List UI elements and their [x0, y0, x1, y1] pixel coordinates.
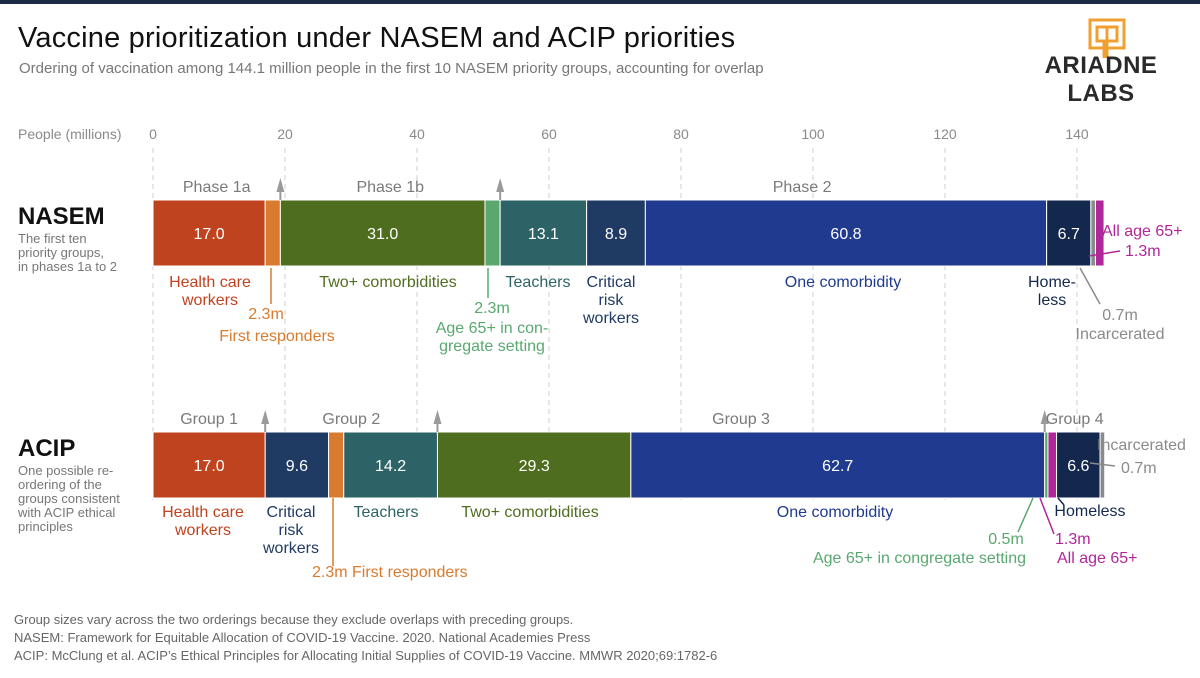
annotation-all-age65: All age 65+: [1102, 223, 1183, 240]
annotation-one-comorbidity: One comorbidity: [785, 274, 902, 291]
x-tick-label: 40: [409, 126, 425, 142]
annotation-first-responders: 2.3m First responders: [312, 564, 468, 581]
annotation-two-comorbidities: Two+ comorbidities: [319, 274, 456, 291]
bar-value-label: 14.2: [375, 458, 406, 475]
annotation-critical-risk-workers: Critical risk workers: [262, 504, 319, 557]
annotation-teachers: Teachers: [354, 504, 419, 521]
bar-segment-all-age-65: [1094, 199, 1105, 267]
bar-segment-all-age-65: [1047, 431, 1058, 499]
annotation-health-care-workers: Health care workers: [169, 274, 251, 309]
annotation-first-responders: First responders: [219, 328, 335, 345]
annotation-age65-congregate: Age 65+ in con-gregate setting: [436, 320, 549, 355]
bar-value-label: 6.6: [1067, 458, 1089, 475]
annotation-incarcerated: Incarcerated: [1076, 326, 1165, 343]
phase-label: Group 1: [180, 411, 238, 428]
phase-label: Phase 1a: [183, 179, 251, 196]
annotation-age65-congregate-value: 0.5m: [988, 531, 1024, 548]
row-title: NASEM: [18, 203, 105, 230]
annotation-age65-congregate-value: 2.3m: [474, 300, 510, 317]
bar-segment-age-65-in-congregate-setting: [484, 199, 501, 267]
annotation-first-responders-value: 2.3m: [248, 306, 284, 323]
phase-boundary-arrow: [261, 410, 270, 424]
annotation-all-age65-value: 1.3m: [1055, 531, 1091, 548]
leader-line: [1088, 250, 1121, 257]
bar-value-label: 13.1: [528, 226, 559, 243]
phase-boundary-arrow: [496, 178, 505, 192]
annotation-all-age65: All age 65+: [1057, 550, 1138, 567]
annotation-homeless: Home-less: [1028, 274, 1076, 309]
phase-label: Phase 2: [773, 179, 832, 196]
annotation-age65-congregate: Age 65+ in congregate setting: [813, 550, 1026, 567]
leader-line: [1089, 462, 1116, 467]
annotation-incarcerated-value: 0.7m: [1121, 460, 1157, 477]
annotation-incarcerated-value: 0.7m: [1102, 307, 1138, 324]
top-rule: [0, 0, 1200, 4]
phase-label: Phase 1b: [356, 179, 424, 196]
bar-segment-teachers: [499, 199, 588, 267]
x-tick-label: 140: [1065, 126, 1089, 142]
footnote-1: Group sizes vary across the two ordering…: [14, 612, 574, 627]
footnotes: Group sizes vary across the two ordering…: [14, 611, 717, 665]
bar-segment-homeless: [1056, 431, 1101, 499]
bar-segment-homeless: [1046, 199, 1092, 267]
row-description: One possible re-ordering of the groups co…: [17, 463, 120, 534]
phase-boundary-arrow: [276, 178, 285, 192]
ariadne-labs-labyrinth-icon: [1088, 18, 1126, 58]
bar-value-label: 31.0: [367, 226, 398, 243]
bar-value-label: 29.3: [519, 458, 550, 475]
phase-label: Group 2: [322, 411, 380, 428]
leader-line: [1039, 497, 1055, 535]
annotation-critical-risk-workers: Critical risk workers: [582, 274, 639, 327]
leader-line: [1079, 267, 1101, 305]
row-description: The first ten priority groups, in phases 1…: [18, 231, 117, 274]
chart-title: Vaccine prioritization under NASEM and A…: [18, 22, 736, 54]
bar-segment-two-comorbidities: [436, 431, 632, 499]
bar-value-label: 9.6: [286, 458, 308, 475]
annotation-teachers: Teachers: [506, 274, 571, 291]
x-tick-label: 60: [541, 126, 557, 142]
chart-subtitle: Ordering of vaccination among 144.1 mill…: [19, 60, 764, 77]
leader-line: [1057, 497, 1065, 506]
footnote-2: NASEM: Framework for Equitable Allocatio…: [14, 630, 591, 645]
ariadne-labs-logo: ARIADNE LABS: [1026, 14, 1176, 107]
bar-segment-critical-risk-workers: [264, 431, 330, 499]
annotation-all-age65-value: 1.3m: [1125, 243, 1161, 260]
footnote-3: ACIP: McClung et al. ACIP’s Ethical Prin…: [14, 648, 718, 663]
x-tick-label: 100: [801, 126, 825, 142]
x-tick-label: 0: [149, 126, 157, 142]
bar-value-label: 62.7: [822, 458, 853, 475]
annotation-health-care-workers: Health care workers: [162, 504, 244, 539]
stacked-bar-chart: People (millions) 0 20 40 60 80 100 120 140 NASE…: [17, 126, 1186, 581]
bar-segment-health-care-workers: [152, 431, 266, 499]
bar-segment-first-responders: [328, 431, 345, 499]
x-tick-label: 120: [933, 126, 957, 142]
leader-line: [1017, 497, 1034, 533]
bar-value-label: 17.0: [194, 226, 225, 243]
bar-value-label: 6.7: [1058, 226, 1080, 243]
phase-label: Group 4: [1046, 411, 1104, 428]
phase-boundary-arrow: [433, 410, 442, 424]
bar-segment-first-responders: [264, 199, 281, 267]
bar-value-label: 8.9: [605, 226, 627, 243]
phase-label: Group 3: [712, 411, 770, 428]
x-tick-label: 80: [673, 126, 689, 142]
phase-boundary-arrow: [1040, 410, 1049, 424]
bar-segment-critical-risk-workers: [586, 199, 646, 267]
bar-segment-one-comorbidity: [644, 199, 1048, 267]
annotation-homeless: Homeless: [1054, 503, 1125, 520]
logo-text: ARIADNE LABS: [1044, 52, 1158, 107]
bar-segment-teachers: [343, 431, 438, 499]
annotation-two-comorbidities: Two+ comorbidities: [461, 504, 598, 521]
annotation-incarcerated: Incarcerated: [1097, 437, 1186, 454]
annotation-one-comorbidity: One comorbidity: [777, 504, 894, 521]
x-tick-label: 20: [277, 126, 293, 142]
bar-value-label: 17.0: [194, 458, 225, 475]
row-title: ACIP: [18, 435, 75, 462]
bar-value-label: 60.8: [830, 226, 861, 243]
bar-segment-one-comorbidity: [630, 431, 1046, 499]
x-axis-label: People (millions): [18, 126, 121, 142]
